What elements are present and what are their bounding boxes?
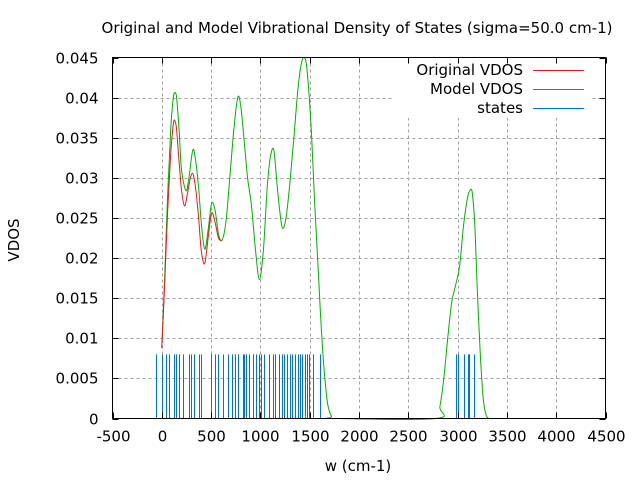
- series-line-original-vdos: [161, 119, 223, 348]
- x-axis-label: w (cm-1): [325, 457, 392, 475]
- y-tick-label: 0.005: [56, 370, 99, 388]
- x-tick-label: 3500: [488, 428, 526, 446]
- x-tick-label: 4500: [587, 428, 625, 446]
- ticks-layer: -500 0 500 1000 1500 2000 2500 3000 3500 4000 4500…: [56, 50, 626, 446]
- y-tick-label: 0: [89, 411, 99, 429]
- grid-layer: [112, 57, 606, 419]
- x-tick-label: 3000: [439, 428, 477, 446]
- y-tick-label: 0.02: [65, 250, 98, 268]
- y-tick-label: 0.01: [65, 330, 98, 348]
- series-layer: [156, 57, 490, 420]
- y-tick-label: 0.025: [56, 210, 99, 228]
- series-line-model-vdos: [161, 57, 490, 420]
- y-tick-label: 0.045: [56, 50, 99, 68]
- legend-label: Model VDOS: [430, 80, 523, 98]
- legend-label: states: [477, 99, 523, 117]
- x-tick-label: 2000: [340, 428, 378, 446]
- y-tick-label: 0.015: [56, 290, 99, 308]
- x-tick-label: 2500: [389, 428, 427, 446]
- x-tick-label: 1000: [241, 428, 279, 446]
- chart-title: Original and Model Vibrational Density o…: [102, 19, 613, 37]
- y-tick-label: 0.035: [56, 130, 99, 148]
- x-tick-label: -500: [96, 428, 130, 446]
- x-tick-label: 4000: [537, 428, 575, 446]
- y-tick-label: 0.03: [65, 170, 98, 188]
- x-tick-label: 500: [197, 428, 226, 446]
- y-axis-label: VDOS: [5, 218, 23, 261]
- legend-label: Original VDOS: [416, 61, 523, 79]
- x-tick-label: 1500: [291, 428, 329, 446]
- x-tick-label: 0: [158, 428, 168, 446]
- y-tick-label: 0.04: [65, 90, 98, 108]
